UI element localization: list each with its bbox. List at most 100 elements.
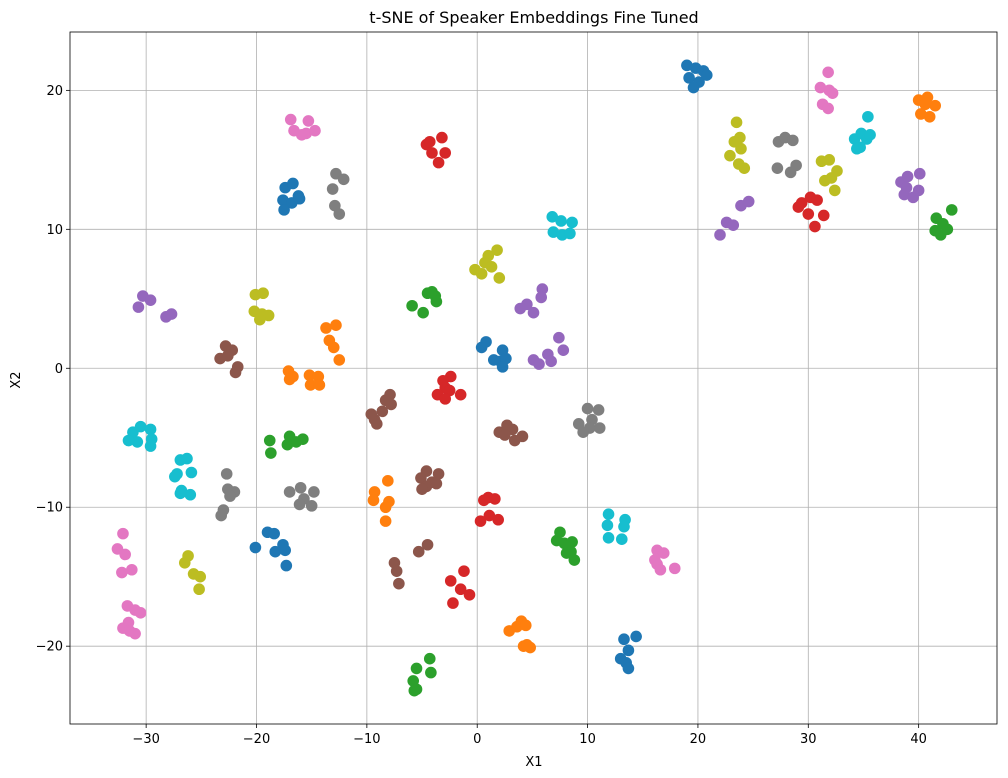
data-point (393, 577, 405, 590)
data-point (657, 547, 670, 559)
data-point (730, 116, 743, 129)
data-point (499, 429, 511, 441)
data-point (425, 666, 437, 679)
data-point (811, 194, 823, 206)
data-point (181, 452, 193, 465)
data-point (132, 301, 145, 313)
data-point (901, 170, 914, 183)
data-point (134, 607, 147, 619)
data-point (681, 59, 693, 72)
data-point (309, 124, 321, 137)
data-point (268, 527, 280, 540)
data-point (406, 299, 418, 312)
data-point (900, 181, 913, 194)
data-point (557, 344, 570, 357)
data-point (293, 192, 306, 205)
x-tick-label: 20 (690, 732, 707, 747)
data-point (787, 134, 799, 147)
data-point (382, 475, 394, 487)
x-tick-label: 0 (473, 732, 481, 747)
data-point (683, 72, 695, 84)
data-point (326, 183, 339, 195)
data-point (823, 154, 836, 166)
data-point (184, 488, 197, 501)
data-point (185, 466, 198, 479)
x-axis-ticks: −30 −20 −10 0 10 20 30 40 (132, 724, 927, 747)
data-point (224, 490, 236, 502)
data-point (277, 194, 289, 206)
data-point (919, 98, 932, 111)
data-point (514, 302, 527, 315)
data-point (555, 215, 567, 227)
data-point (825, 172, 838, 184)
y-axis-label: X2 (9, 371, 24, 388)
data-point (485, 261, 498, 273)
data-point (376, 405, 389, 418)
data-point (862, 110, 874, 123)
data-point (337, 173, 350, 186)
data-point (215, 509, 227, 522)
data-point (475, 267, 488, 280)
data-point (295, 129, 308, 141)
data-point (432, 156, 445, 169)
data-point (463, 588, 476, 601)
data-point (489, 493, 501, 505)
data-point (302, 115, 315, 127)
data-point (305, 500, 318, 512)
x-tick-label: 10 (579, 732, 596, 747)
data-point (278, 204, 290, 216)
data-point (131, 436, 144, 448)
data-point (174, 487, 187, 500)
data-point (913, 167, 926, 180)
data-point (390, 565, 403, 577)
data-point (423, 135, 436, 148)
data-point (912, 184, 925, 197)
data-point (423, 652, 436, 665)
data-point (144, 294, 157, 306)
data-point (439, 393, 452, 405)
data-point (379, 501, 392, 514)
data-point (492, 513, 504, 526)
data-point (480, 336, 492, 348)
data-point (119, 548, 131, 561)
data-point (430, 477, 443, 490)
data-point (822, 102, 834, 115)
data-point (379, 515, 392, 527)
data-point (929, 99, 941, 112)
data-point (283, 486, 296, 498)
data-point (622, 662, 635, 675)
data-point (220, 468, 233, 480)
data-point (426, 286, 438, 298)
x-tick-label: −20 (243, 732, 270, 747)
data-point (222, 349, 234, 362)
grid-lines (70, 32, 997, 724)
data-point (527, 306, 540, 319)
data-point (493, 272, 506, 284)
data-point (365, 408, 378, 420)
y-tick-label: −20 (36, 640, 63, 655)
data-point (126, 563, 138, 576)
data-point (687, 81, 700, 94)
data-point (915, 108, 927, 120)
data-point (269, 545, 282, 558)
data-point (421, 538, 434, 551)
data-point (265, 447, 277, 459)
data-point (458, 565, 470, 577)
data-point (117, 527, 129, 540)
data-point (649, 554, 661, 566)
data-point (116, 566, 128, 579)
data-point (593, 422, 606, 434)
data-point (535, 291, 548, 304)
data-point (308, 486, 320, 498)
data-point (566, 216, 578, 229)
data-point (654, 563, 667, 576)
data-point (169, 470, 181, 483)
data-point (415, 472, 427, 484)
data-point (545, 355, 557, 368)
data-point (304, 379, 317, 391)
data-point (430, 295, 443, 308)
data-point (293, 498, 306, 511)
data-point (483, 509, 496, 522)
